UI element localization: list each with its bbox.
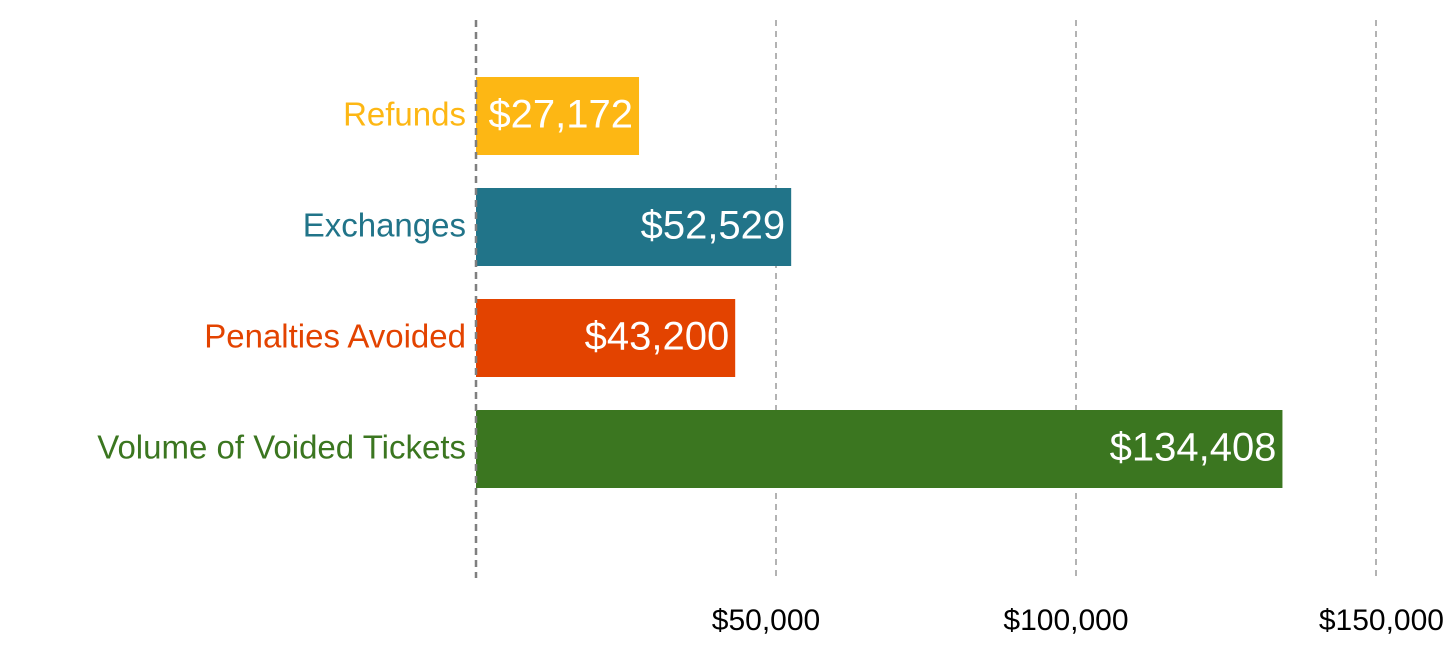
value-label: $43,200 bbox=[585, 315, 730, 359]
value-label: $134,408 bbox=[1110, 426, 1277, 470]
category-label: Refunds bbox=[343, 96, 466, 133]
value-label: $27,172 bbox=[488, 93, 633, 137]
value-label: $52,529 bbox=[641, 204, 786, 248]
bar-exchanges bbox=[476, 188, 792, 266]
value-labels: $27,172 $52,529 $43,200 $134,408 bbox=[488, 93, 1276, 470]
bar-penalties-avoided bbox=[476, 299, 736, 377]
x-axis-tick-labels: $50,000 $100,000 $150,000 bbox=[712, 604, 1444, 637]
category-label: Penalties Avoided bbox=[204, 318, 466, 355]
bar-refunds bbox=[476, 77, 640, 155]
bars bbox=[476, 77, 1283, 488]
category-label: Volume of Voided Tickets bbox=[97, 429, 466, 466]
x-tick-label: $50,000 bbox=[712, 604, 820, 637]
bar-volume-of-voided-tickets bbox=[476, 410, 1283, 488]
grid-lines bbox=[775, 20, 1377, 578]
x-tick-label: $150,000 bbox=[1319, 604, 1444, 637]
category-label: Exchanges bbox=[303, 207, 466, 244]
x-tick-label: $100,000 bbox=[1003, 604, 1128, 637]
category-labels: Refunds Exchanges Penalties Avoided Volume … bbox=[97, 96, 466, 466]
